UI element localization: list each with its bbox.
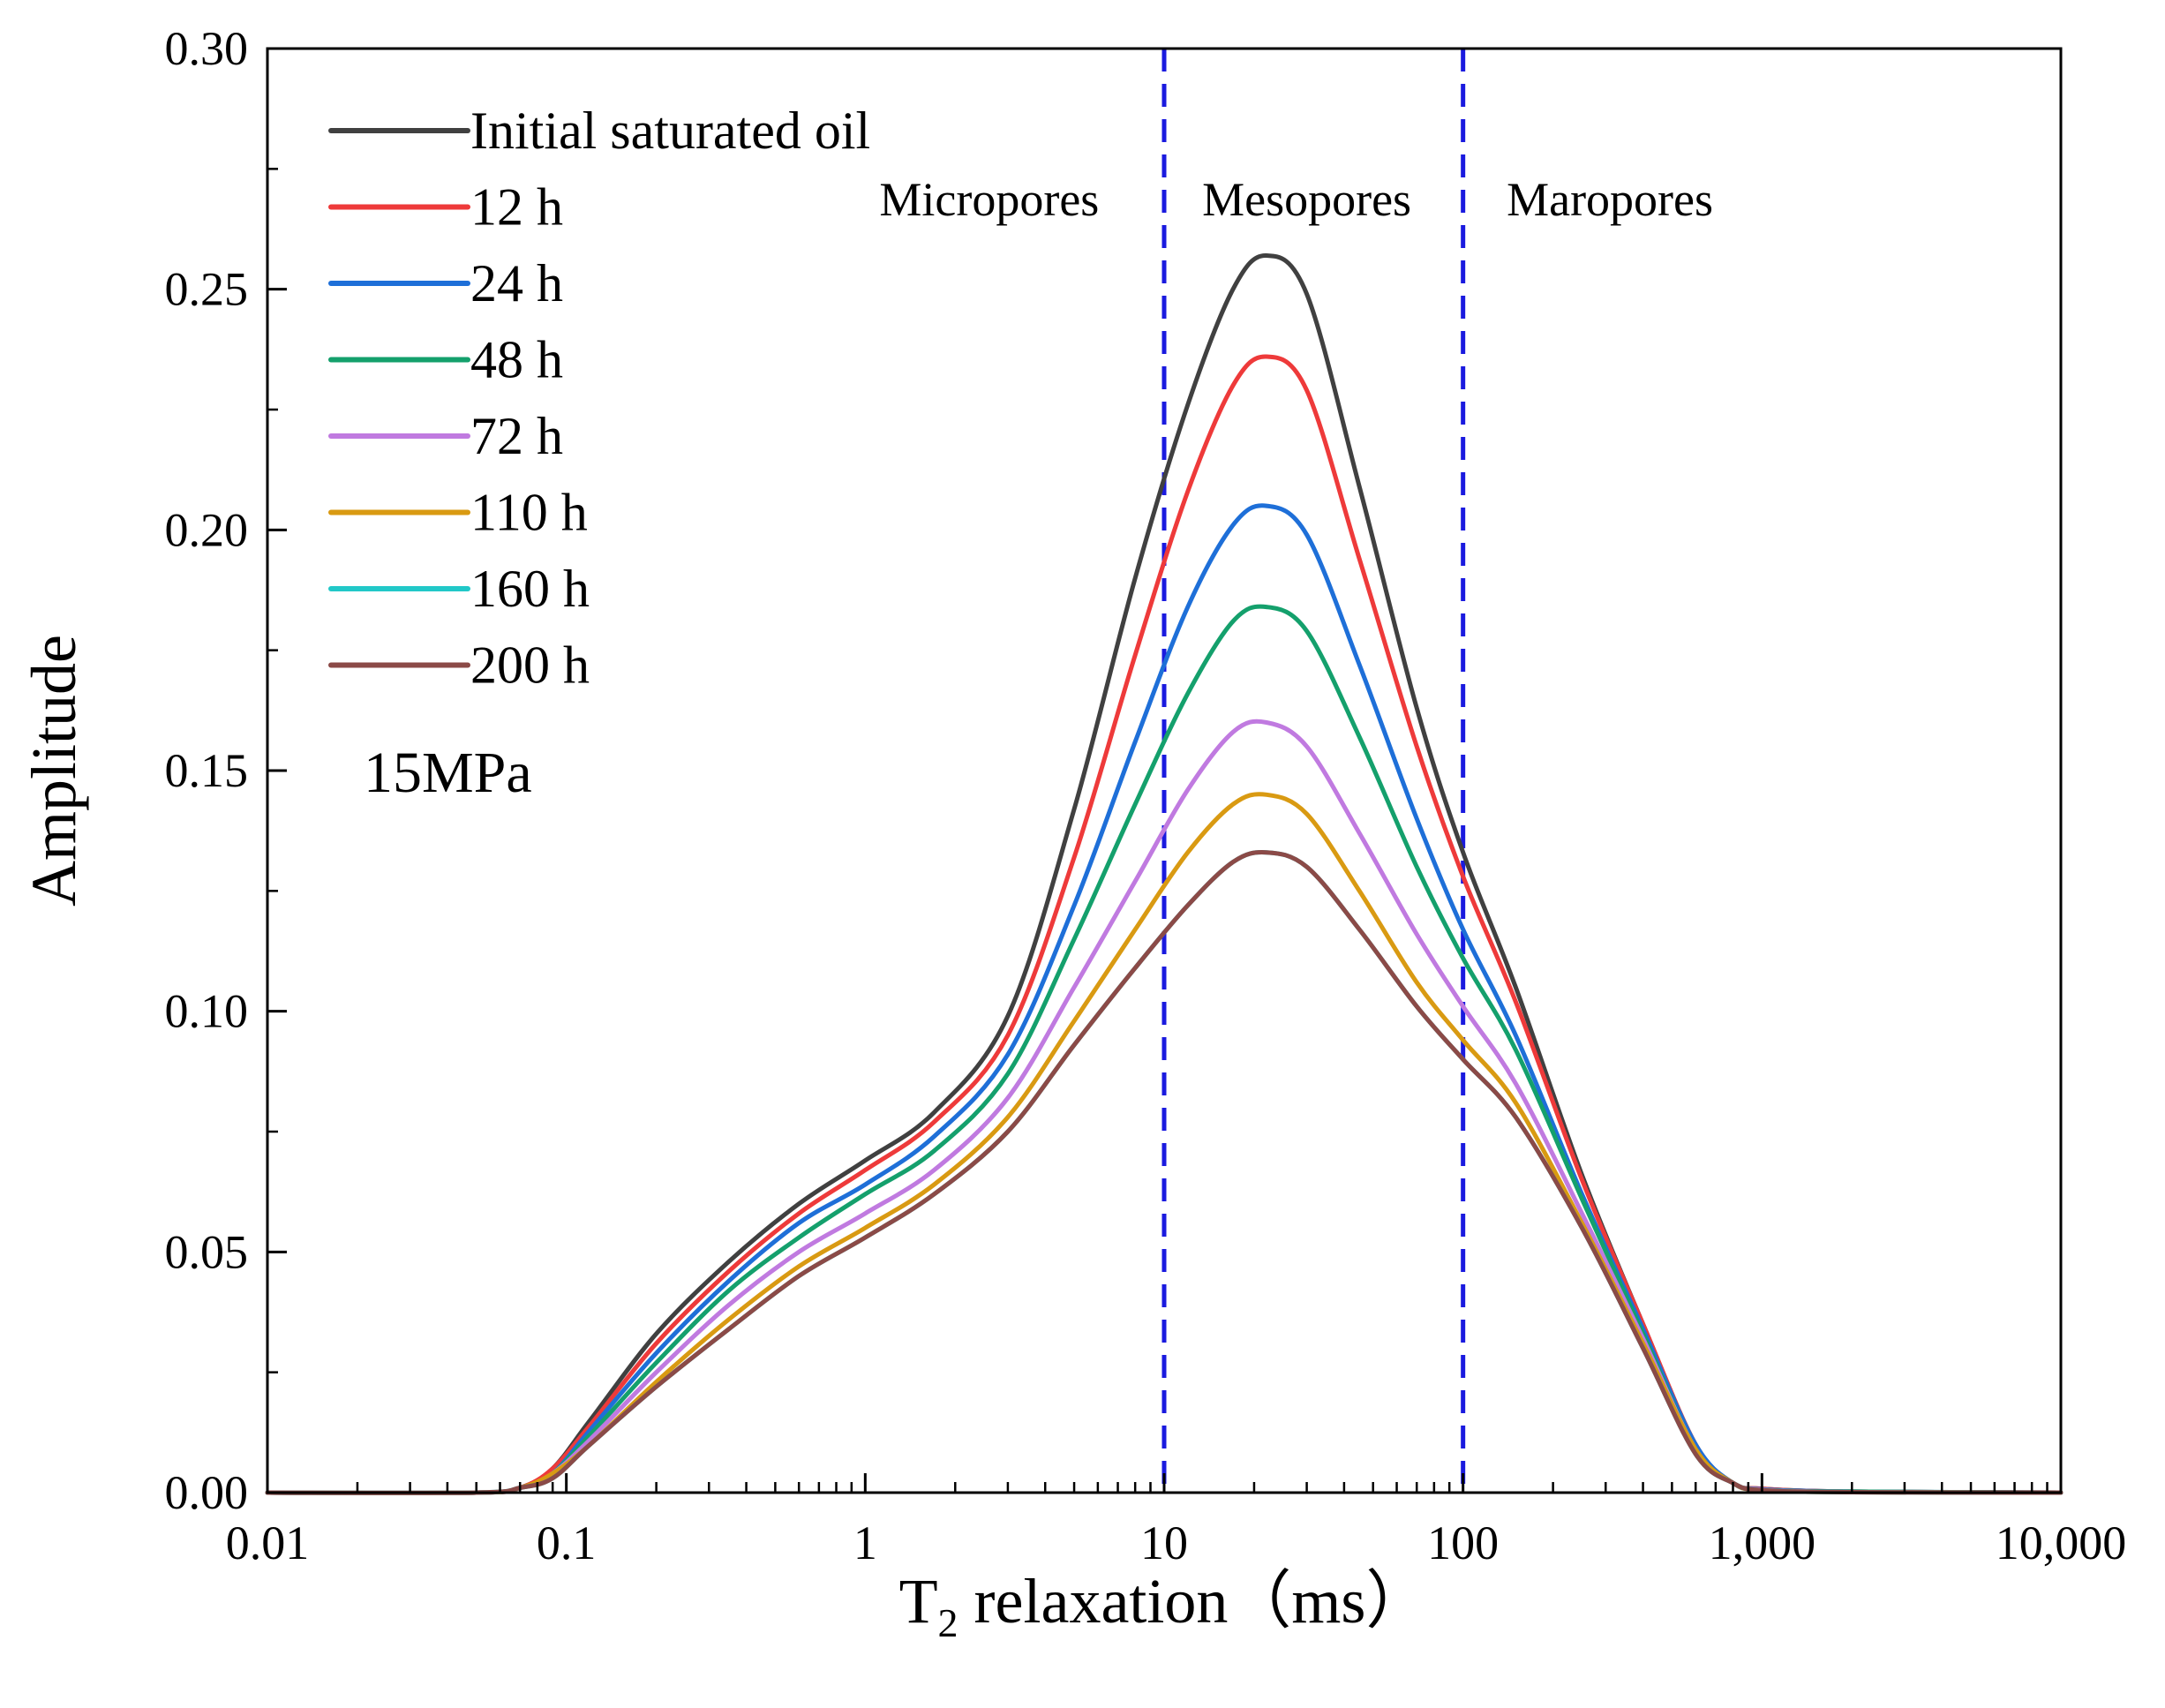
series-lines	[265, 252, 2064, 1495]
pore-boundary-lines	[1161, 49, 1466, 1493]
y-axis-label: Amplitude	[19, 635, 89, 907]
x-axis-label: T2 relaxation（ms）	[899, 1566, 1430, 1645]
y-tick-label-1: 0.05	[165, 1225, 249, 1278]
y-tick-label-2: 0.10	[165, 985, 249, 1038]
legend-label-5: 110 h	[470, 484, 588, 542]
pressure-annotation: 15MPa	[364, 741, 532, 805]
region-label-2: Maropores	[1507, 173, 1713, 226]
legend-label-7: 200 h	[470, 636, 590, 695]
y-tick-label-3: 0.15	[165, 744, 249, 797]
legend-label-1: 12 h	[470, 178, 563, 237]
x-tick-label-1: 0.1	[537, 1516, 597, 1569]
series-line-7	[265, 850, 2064, 1495]
region-label-1: Mesopores	[1202, 173, 1411, 226]
legend-label-6: 160 h	[470, 560, 590, 618]
legend-label-3: 48 h	[470, 331, 563, 389]
y-tick-label-4: 0.20	[165, 503, 249, 556]
y-tick-label-6: 0.30	[165, 22, 249, 75]
region-label-0: Micropores	[879, 173, 1099, 226]
x-tick-label-6: 10,000	[1996, 1516, 2127, 1569]
x-tick-label-2: 1	[853, 1516, 877, 1569]
legend-label-0: Initial saturated oil	[470, 102, 870, 160]
x-tick-label-5: 1,000	[1709, 1516, 1816, 1569]
x-tick-label-4: 100	[1427, 1516, 1499, 1569]
x-tick-label-0: 0.01	[226, 1516, 310, 1569]
labels: 0.01 0.1 1 10 100 1,000 10,000 0.00 0.05 0.10 0.15…	[19, 22, 2126, 1645]
x-tick-label-3: 10	[1140, 1516, 1188, 1569]
ticks	[266, 47, 2063, 1494]
y-tick-label-0: 0.00	[165, 1466, 249, 1519]
legend: Initial saturated oil 12 h 24 h 48 h 72 h 110…	[328, 102, 870, 695]
y-tick-label-5: 0.25	[165, 263, 249, 316]
legend-label-4: 72 h	[470, 407, 563, 465]
legend-label-2: 24 h	[470, 254, 563, 312]
